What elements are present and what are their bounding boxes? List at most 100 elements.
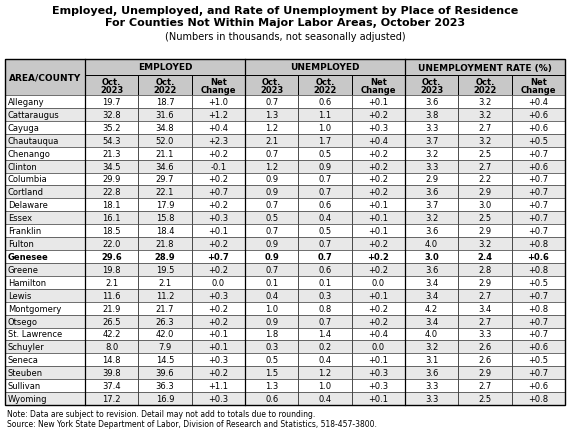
Text: For Counties Not Within Major Labor Areas, October 2023: For Counties Not Within Major Labor Area… [105, 18, 465, 28]
Text: 32.8: 32.8 [103, 111, 121, 120]
Text: 3.2: 3.2 [425, 342, 438, 352]
Text: 0.8: 0.8 [319, 304, 332, 313]
Text: 4.0: 4.0 [425, 330, 438, 339]
Bar [5, 276, 85, 289]
Bar [139, 354, 192, 366]
Bar [5, 225, 565, 237]
Text: Lewis: Lewis [8, 291, 31, 300]
Bar [352, 76, 405, 96]
Bar [5, 199, 565, 212]
Text: 39.6: 39.6 [156, 368, 174, 377]
Text: Otsego: Otsego [8, 317, 38, 326]
Bar [5, 108, 85, 122]
Text: 3.2: 3.2 [425, 214, 438, 223]
Text: Source: New York State Department of Labor, Division of Research and Statistics,: Source: New York State Department of Lab… [7, 419, 377, 428]
Text: +0.7: +0.7 [528, 368, 548, 377]
Text: 42.0: 42.0 [156, 330, 174, 339]
Text: 3.2: 3.2 [425, 149, 438, 158]
Text: 42.2: 42.2 [103, 330, 121, 339]
Text: 2022: 2022 [314, 85, 337, 95]
Bar [405, 379, 458, 392]
Text: +0.8: +0.8 [528, 240, 548, 249]
Bar [298, 379, 352, 392]
Text: +0.2: +0.2 [368, 317, 388, 326]
Bar [352, 225, 405, 237]
Text: +0.7: +0.7 [207, 253, 229, 261]
Text: Oct.: Oct. [102, 78, 121, 87]
Text: 2.1: 2.1 [265, 136, 278, 145]
Text: 3.2: 3.2 [478, 111, 491, 120]
Text: 21.1: 21.1 [156, 149, 174, 158]
Text: 1.2: 1.2 [265, 124, 278, 132]
Bar [5, 341, 565, 354]
Text: Steuben: Steuben [8, 368, 43, 377]
Text: +0.2: +0.2 [368, 304, 388, 313]
Text: 3.3: 3.3 [425, 124, 438, 132]
Bar [405, 341, 458, 354]
Text: 3.6: 3.6 [425, 98, 438, 107]
Bar [245, 315, 298, 328]
Bar [352, 199, 405, 212]
Bar [458, 135, 512, 147]
Bar [405, 263, 458, 276]
Text: 52.0: 52.0 [156, 136, 174, 145]
Bar [458, 392, 512, 405]
Bar [405, 250, 458, 263]
Bar [245, 341, 298, 354]
Text: +0.7: +0.7 [528, 317, 548, 326]
Text: 1.8: 1.8 [265, 330, 278, 339]
Text: 0.7: 0.7 [265, 149, 278, 158]
Bar [245, 76, 298, 96]
Text: 7.9: 7.9 [158, 342, 172, 352]
Text: 3.3: 3.3 [425, 394, 438, 403]
Text: 1.5: 1.5 [265, 368, 278, 377]
Bar [85, 250, 139, 263]
Text: Seneca: Seneca [8, 355, 39, 365]
Bar [245, 122, 298, 135]
Bar [512, 276, 565, 289]
Bar [245, 289, 298, 302]
Bar [5, 173, 565, 186]
Bar [5, 147, 565, 160]
Text: +0.7: +0.7 [528, 330, 548, 339]
Bar [512, 160, 565, 173]
Text: +1.0: +1.0 [208, 98, 229, 107]
Bar [85, 108, 139, 122]
Text: +0.7: +0.7 [528, 149, 548, 158]
Bar [245, 263, 298, 276]
Text: 0.4: 0.4 [319, 394, 332, 403]
Text: 16.1: 16.1 [103, 214, 121, 223]
Text: +0.7: +0.7 [528, 188, 548, 197]
Bar [5, 186, 85, 199]
Text: 3.3: 3.3 [425, 162, 438, 171]
Bar [5, 328, 565, 341]
Bar [298, 173, 352, 186]
Bar [298, 276, 352, 289]
Bar [352, 160, 405, 173]
Bar [139, 276, 192, 289]
Bar [298, 392, 352, 405]
Bar [139, 328, 192, 341]
Text: 0.7: 0.7 [319, 240, 332, 249]
Bar [5, 250, 85, 263]
Bar [85, 341, 139, 354]
Bar [192, 76, 245, 96]
Bar [405, 237, 458, 250]
Bar [352, 289, 405, 302]
Text: 1.0: 1.0 [319, 124, 332, 132]
Bar [245, 328, 298, 341]
Text: 3.2: 3.2 [478, 98, 491, 107]
Bar [5, 263, 565, 276]
Bar [139, 263, 192, 276]
Bar [192, 199, 245, 212]
Text: 3.3: 3.3 [478, 330, 492, 339]
Text: 2.6: 2.6 [478, 342, 491, 352]
Bar [5, 186, 565, 199]
Text: Oct.: Oct. [422, 78, 441, 87]
Bar [5, 250, 565, 263]
Text: 2.5: 2.5 [478, 394, 491, 403]
Bar [85, 289, 139, 302]
Bar [245, 60, 405, 76]
Bar [139, 366, 192, 379]
Text: 0.5: 0.5 [319, 227, 332, 236]
